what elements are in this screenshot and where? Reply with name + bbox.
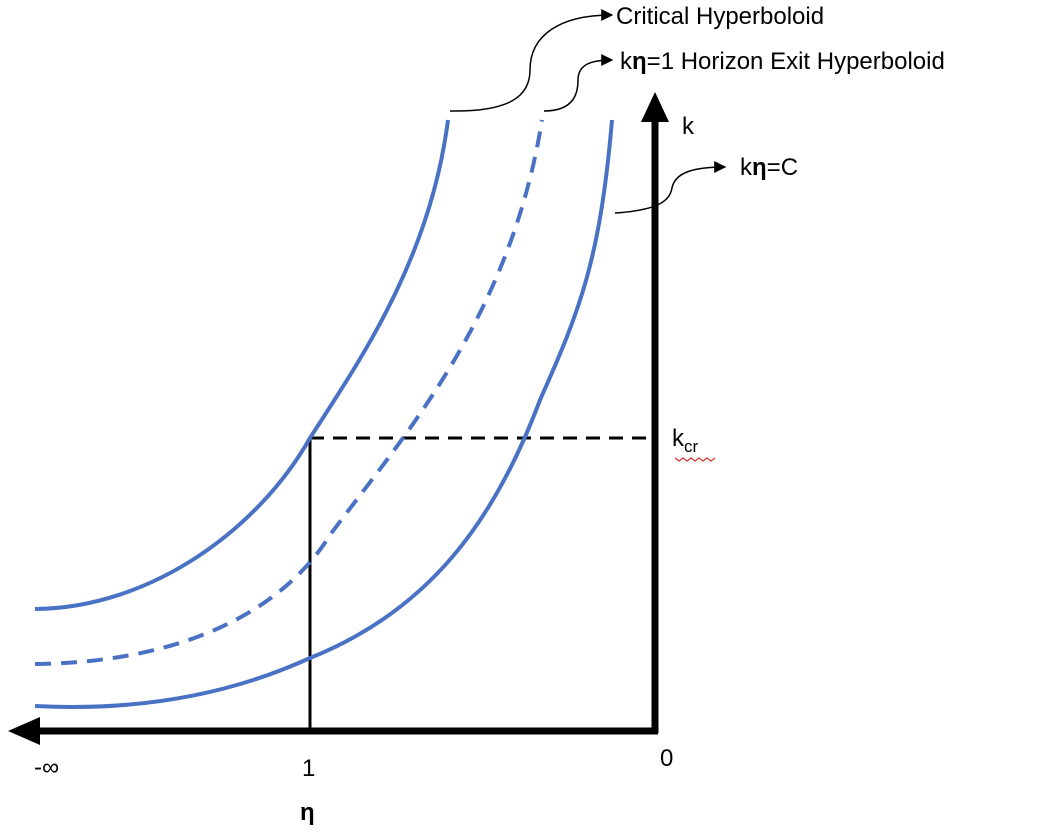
c-connector	[614, 161, 727, 214]
neg-infinity-label: -∞	[34, 754, 59, 781]
critical-hyperboloid-label: Critical Hyperboloid	[616, 3, 824, 30]
kcr-label: kcr	[672, 425, 699, 456]
horizon-connector	[543, 54, 614, 112]
horizon-exit-hyperboloid-curve	[34, 119, 544, 666]
critical-connector	[449, 9, 614, 112]
k-eta-c-label: kη=C	[740, 154, 798, 181]
critical-hyperboloid-curve	[34, 119, 450, 611]
one-tick-label: 1	[302, 755, 315, 782]
k-axis-label: k	[682, 113, 695, 140]
k-eta-c-curve	[34, 119, 614, 709]
kcr-underline-squiggle	[674, 457, 716, 462]
horizon-exit-label: kη=1 Horizon Exit Hyperboloid	[620, 48, 945, 75]
eta-axis-arrowhead	[8, 717, 40, 745]
zero-tick-label: 0	[660, 745, 673, 772]
eta-axis-label: η	[300, 799, 315, 826]
k-axis-arrowhead	[641, 92, 669, 122]
